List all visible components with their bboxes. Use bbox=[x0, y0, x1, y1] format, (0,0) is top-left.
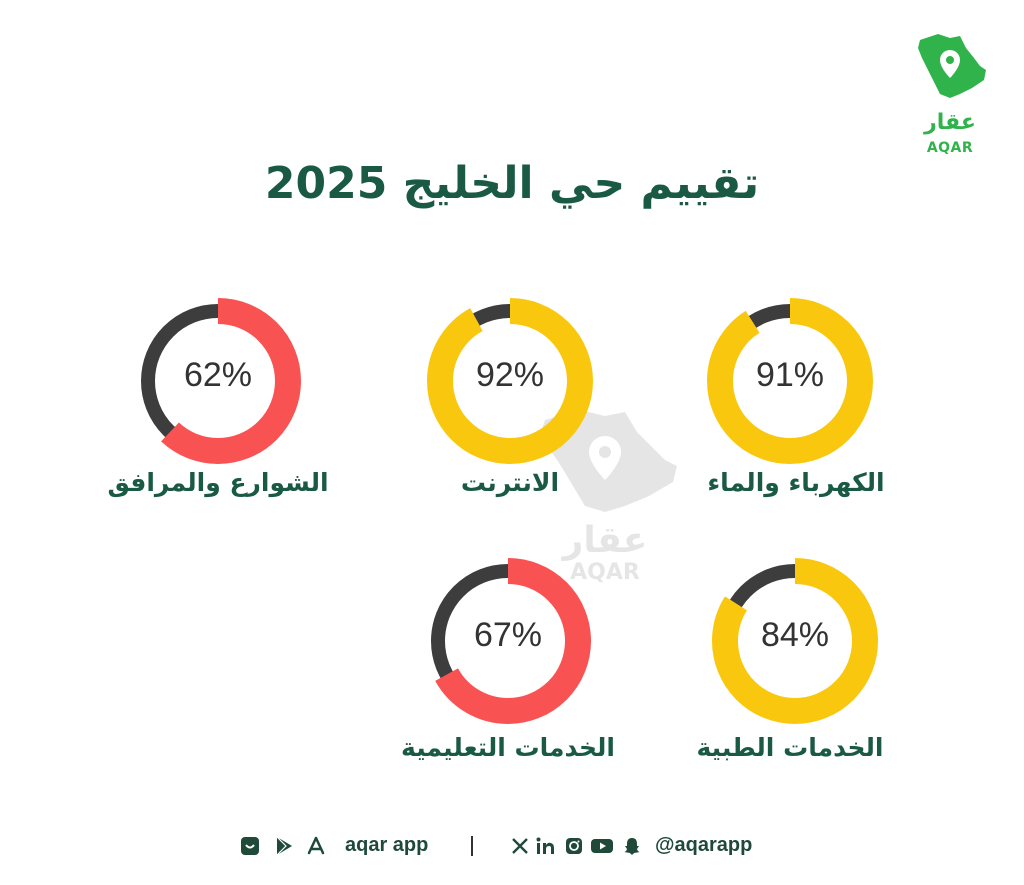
label-internet: الانترنت bbox=[460, 468, 560, 497]
linkedin-icon[interactable] bbox=[534, 834, 558, 858]
youtube-icon[interactable] bbox=[590, 834, 614, 858]
donut-streets-facilities: 62% bbox=[133, 296, 303, 466]
app-name-text: aqar app bbox=[345, 834, 429, 856]
saudi-map-pin-icon bbox=[918, 34, 986, 98]
percent-value: 67% bbox=[473, 616, 543, 654]
logo-arabic-text: عقار bbox=[924, 110, 976, 135]
donut-medical-services: 84% bbox=[710, 556, 880, 726]
donut-value-arc bbox=[427, 298, 593, 464]
page-title: تقييم حي الخليج 2025 bbox=[264, 158, 760, 209]
instagram-icon[interactable] bbox=[562, 834, 586, 858]
donut-value-arc bbox=[135, 298, 301, 464]
donut-value-arc bbox=[707, 298, 873, 464]
footer: aqar app @aqarapp bbox=[0, 828, 1024, 868]
donut-electricity-water: 91% bbox=[705, 296, 875, 466]
label-educational-services: الخدمات التعليمية bbox=[401, 733, 615, 762]
aqar-watermark: عقار AQAR bbox=[525, 400, 685, 595]
footer-divider bbox=[471, 836, 473, 856]
social-handle-text: @aqarapp bbox=[655, 834, 753, 856]
donut-value-arc bbox=[425, 558, 591, 724]
logo-english-text: AQAR bbox=[926, 140, 974, 156]
label-streets-facilities: الشوارع والمرافق bbox=[107, 468, 329, 497]
percent-value: 92% bbox=[475, 356, 545, 394]
store-icon[interactable] bbox=[238, 834, 262, 858]
percent-value: 62% bbox=[183, 356, 253, 394]
donut-internet: 92% bbox=[425, 296, 595, 466]
watermark-arabic-text: عقار bbox=[562, 520, 648, 561]
percent-value: 84% bbox=[760, 616, 830, 654]
aqar-logo: عقار AQAR bbox=[905, 28, 995, 156]
x-icon[interactable] bbox=[508, 834, 532, 858]
watermark-english-text: AQAR bbox=[570, 560, 640, 585]
percent-value: 91% bbox=[755, 356, 825, 394]
snapchat-icon[interactable] bbox=[620, 834, 644, 858]
app-store-icon[interactable] bbox=[304, 834, 328, 858]
play-store-icon[interactable] bbox=[272, 834, 296, 858]
label-electricity-water: الكهرباء والماء bbox=[707, 468, 885, 497]
donut-educational-services: 67% bbox=[423, 556, 593, 726]
label-medical-services: الخدمات الطبية bbox=[696, 733, 884, 762]
donut-value-arc bbox=[712, 558, 878, 724]
watermark-map-icon bbox=[541, 410, 677, 512]
